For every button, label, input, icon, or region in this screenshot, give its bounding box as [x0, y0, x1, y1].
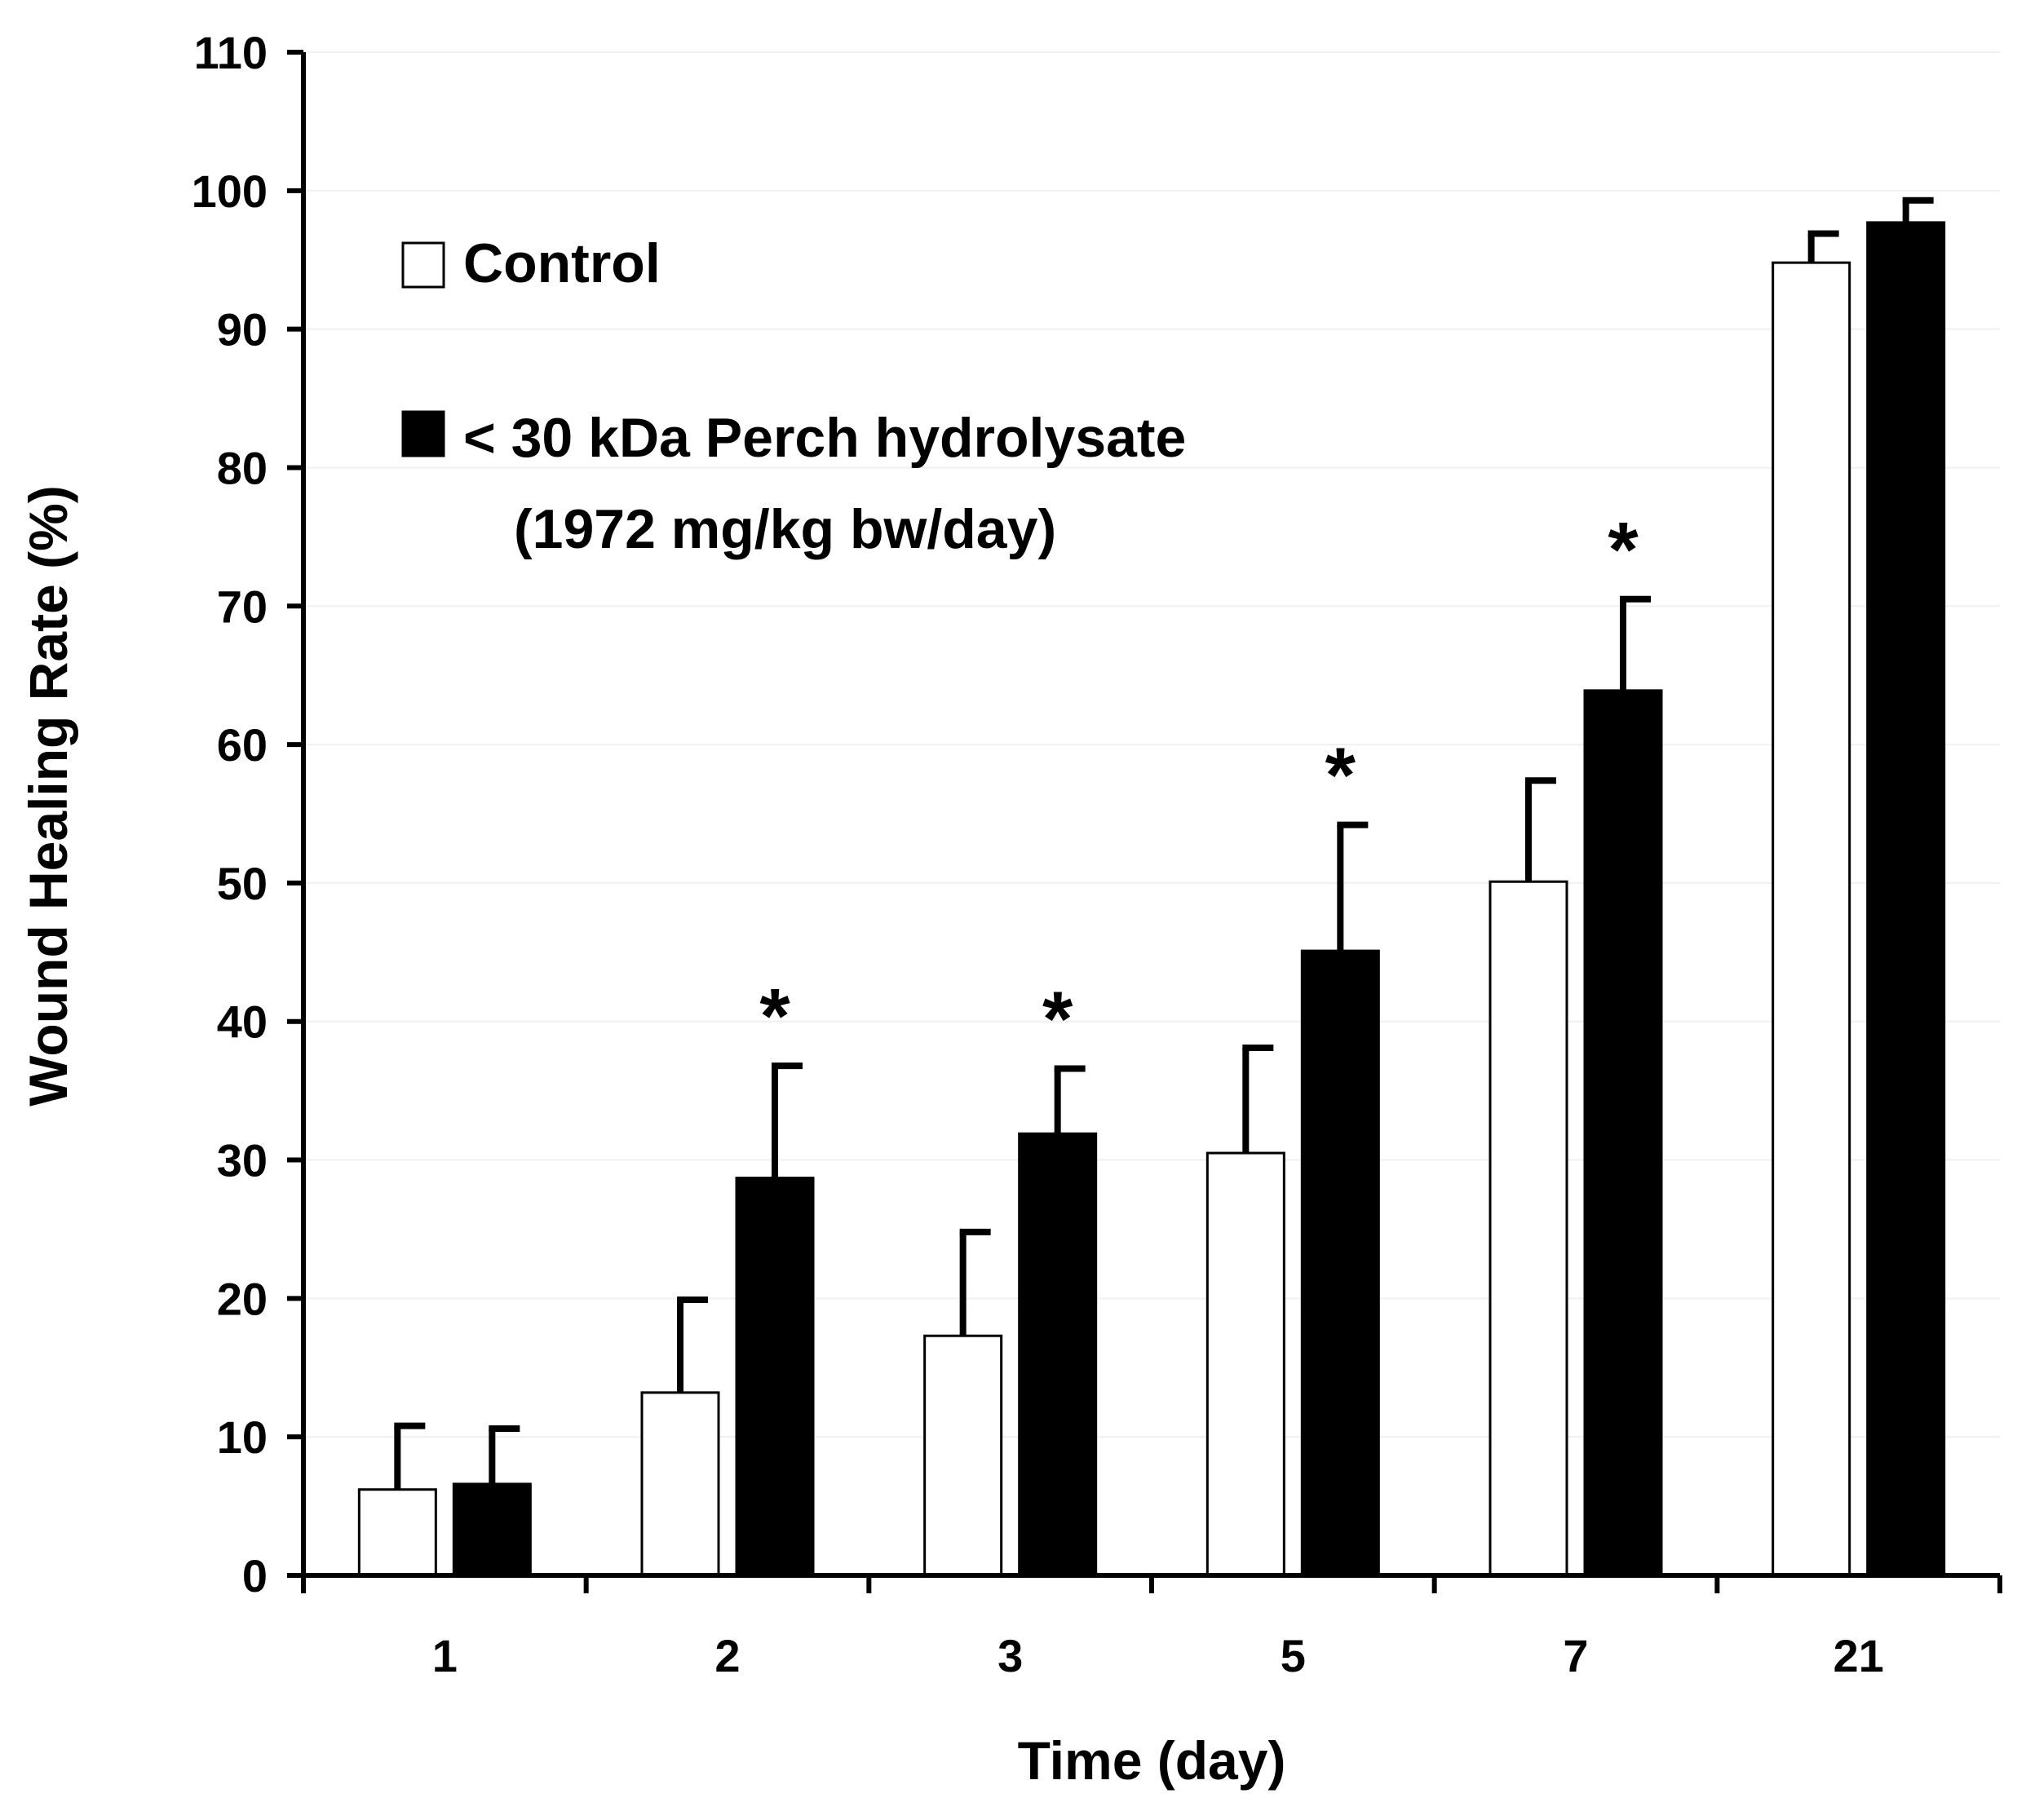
y-tick-label-100: 100 — [192, 166, 268, 217]
legend-label-hydrolysate-dose: (1972 mg/kg bw/day) — [514, 498, 1056, 560]
bar-hydrolysate-day-2 — [735, 1177, 815, 1577]
significance-mark-day-7: * — [1608, 506, 1639, 594]
y-tick-label-20: 20 — [217, 1273, 268, 1324]
bar-hydrolysate-day-5 — [1300, 949, 1380, 1577]
legend-swatch-hydrolysate — [401, 410, 445, 457]
x-tick-label-3: 3 — [998, 1630, 1023, 1681]
y-tick-label-110: 110 — [194, 27, 268, 78]
axes — [287, 50, 2002, 1593]
y-tick-label-50: 50 — [217, 858, 268, 909]
y-tick-labels: 0 10 20 30 40 50 60 70 80 90 100 110 — [192, 27, 268, 1601]
y-tick-label-0: 0 — [242, 1550, 268, 1601]
significance-marks: * * * * — [759, 506, 1639, 1063]
bar-hydrolysate-day-7 — [1583, 689, 1663, 1577]
bar-control-day-3 — [923, 1334, 1003, 1577]
y-tick-label-40: 40 — [217, 996, 268, 1048]
bar-control-day-7 — [1489, 880, 1568, 1577]
bar-hydrolysate-day-21 — [1866, 221, 1946, 1577]
x-tick-label-2: 2 — [714, 1630, 740, 1681]
y-tick-label-90: 90 — [217, 304, 268, 356]
gridlines — [303, 51, 2000, 1438]
x-tick-label-21: 21 — [1834, 1630, 1884, 1681]
y-axis-title: Wound Healing Rate (%) — [18, 485, 78, 1106]
x-tick-label-7: 7 — [1563, 1630, 1588, 1681]
y-tick-label-10: 10 — [217, 1411, 268, 1463]
x-axis-title: Time (day) — [1018, 1730, 1286, 1791]
legend-label-hydrolysate: < 30 kDa Perch hydrolysate — [463, 407, 1186, 469]
y-tick-label-30: 30 — [217, 1135, 268, 1186]
error-bars — [394, 197, 1934, 1490]
bar-control-day-1 — [357, 1488, 437, 1577]
legend: Control < 30 kDa Perch hydrolysate (1972… — [401, 232, 1186, 560]
significance-mark-day-3: * — [1042, 975, 1073, 1062]
legend-label-control: Control — [463, 232, 661, 294]
bar-hydrolysate-day-3 — [1018, 1132, 1098, 1577]
y-tick-label-60: 60 — [217, 719, 268, 771]
bars — [357, 221, 1946, 1577]
significance-mark-day-2: * — [759, 973, 790, 1060]
y-tick-label-80: 80 — [217, 442, 268, 493]
significance-mark-day-5: * — [1325, 732, 1356, 819]
x-tick-label-5: 5 — [1281, 1630, 1306, 1681]
bar-control-day-5 — [1205, 1151, 1285, 1577]
bar-hydrolysate-day-1 — [452, 1482, 532, 1577]
legend-swatch-control — [401, 241, 445, 289]
x-tick-labels: 1 2 3 5 7 21 — [432, 1630, 1884, 1681]
bar-control-day-21 — [1772, 261, 1851, 1577]
x-tick-label-1: 1 — [432, 1630, 458, 1681]
bar-control-day-2 — [640, 1391, 720, 1577]
y-tick-label-70: 70 — [217, 581, 268, 632]
